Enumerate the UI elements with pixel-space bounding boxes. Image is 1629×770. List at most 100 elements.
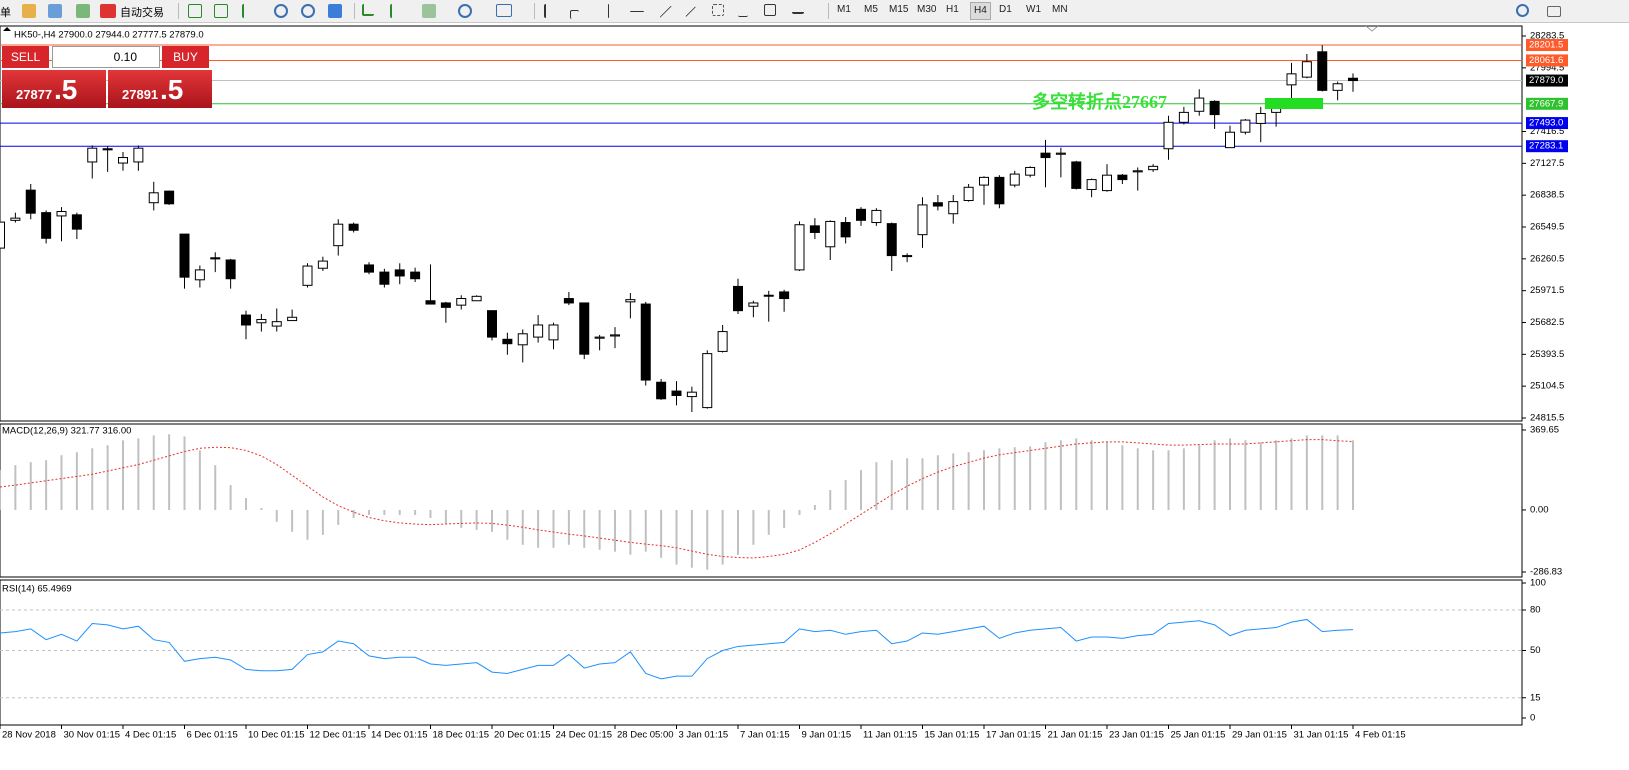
candle-body	[886, 223, 897, 257]
zoom-out[interactable]	[301, 4, 315, 18]
sell-button[interactable]: SELL	[2, 46, 49, 68]
candle-body	[1194, 97, 1205, 112]
candle-body	[809, 225, 820, 233]
level-label: 27493.0	[1529, 118, 1563, 129]
timeframe-button[interactable]: M5	[864, 4, 878, 15]
ask-box[interactable]: 27891.5	[108, 70, 212, 108]
icon[interactable]	[422, 4, 436, 18]
arrows[interactable]	[792, 4, 804, 14]
candle-body	[994, 176, 1005, 205]
candle-body	[1071, 161, 1082, 189]
level-label: 28061.6	[1529, 55, 1563, 66]
vline[interactable]	[608, 4, 610, 18]
candle-body	[794, 224, 805, 271]
auto-trading-icon[interactable]	[100, 4, 116, 18]
lot-input[interactable]: 0.10	[52, 46, 160, 68]
messages[interactable]	[1547, 6, 1561, 17]
candle-body	[194, 269, 205, 281]
candle-body	[425, 300, 436, 305]
candle-body	[671, 390, 682, 396]
symbol-info: HK50-,H4 27900.0 27944.0 27777.5 27879.0	[14, 30, 204, 41]
current-price-tag	[1526, 74, 1568, 87]
candle-body	[133, 147, 144, 163]
timeframe-button[interactable]: H4	[970, 2, 991, 20]
hline[interactable]	[630, 11, 644, 13]
candle-body	[1117, 174, 1128, 181]
icon[interactable]	[390, 4, 402, 18]
candle-body	[364, 264, 374, 273]
candle-body	[579, 302, 590, 355]
menu-fragment: 单	[0, 7, 11, 19]
candle-body	[840, 222, 851, 238]
y-tick-label: -286.83	[1530, 567, 1562, 578]
collapse-icon[interactable]	[3, 27, 11, 31]
crosshair[interactable]	[570, 10, 579, 19]
candle-body	[902, 255, 913, 258]
icon[interactable]	[76, 4, 90, 18]
level-tag	[1526, 54, 1568, 67]
candle-body	[932, 202, 943, 207]
y-tick-label: 24815.5	[1530, 413, 1564, 424]
candle-body	[717, 331, 728, 352]
level-tag	[1526, 117, 1568, 130]
search[interactable]	[1516, 4, 1529, 17]
icon[interactable]	[328, 4, 342, 18]
cursor[interactable]	[544, 4, 554, 18]
icon[interactable]	[48, 4, 62, 18]
candle-body	[317, 260, 328, 269]
icon[interactable]	[362, 4, 374, 16]
bid-box[interactable]: 27877.5	[2, 70, 106, 108]
timeframe-button[interactable]: MN	[1052, 4, 1068, 15]
y-tick-label: 26260.5	[1530, 253, 1564, 264]
candle-body	[10, 217, 21, 221]
candle-body	[1025, 166, 1036, 176]
candle-body	[548, 324, 559, 341]
timeframe-button[interactable]: W1	[1026, 4, 1041, 15]
channel[interactable]	[685, 6, 697, 18]
auto-trading[interactable]: 自动交易	[120, 7, 164, 19]
timeframe-button[interactable]: M15	[889, 4, 909, 15]
candle-body	[1348, 77, 1358, 82]
candle-body	[1009, 173, 1020, 186]
timeframe-button[interactable]: H1	[946, 4, 959, 15]
candle-body	[1225, 131, 1235, 149]
candle-body	[1148, 165, 1159, 171]
buy-button[interactable]: BUY	[162, 46, 209, 68]
candle-body	[256, 318, 267, 324]
timeframe-button[interactable]: M30	[917, 4, 937, 15]
y-tick-label: 26549.5	[1530, 222, 1564, 233]
x-tick-label: 24 Dec 01:15	[556, 730, 613, 741]
icon[interactable]	[22, 4, 36, 18]
x-tick-label: 14 Dec 01:15	[371, 730, 428, 741]
candle-body	[25, 189, 36, 214]
candle-body	[394, 269, 405, 277]
icon[interactable]	[496, 4, 512, 17]
candle-body	[825, 220, 836, 248]
candle-body	[71, 214, 82, 230]
label-tool[interactable]	[764, 4, 776, 16]
candle-body	[164, 190, 175, 205]
y-tick-label: 25971.5	[1530, 285, 1564, 296]
icon[interactable]	[214, 4, 228, 18]
lot-value: 0.10	[113, 50, 137, 64]
y-tick-label: 369.65	[1530, 425, 1559, 436]
y-tick-label: 25104.5	[1530, 381, 1564, 392]
text-tool[interactable]	[738, 4, 748, 17]
fibo[interactable]	[712, 4, 724, 16]
candle-body	[148, 192, 159, 204]
icon[interactable]	[188, 4, 202, 18]
zoom-in[interactable]	[274, 4, 288, 18]
chart-area: HK50-,H4 27900.0 27944.0 27777.5 27879.0…	[0, 25, 1568, 741]
timeframe-button[interactable]: M1	[837, 4, 851, 15]
icon[interactable]	[458, 4, 472, 18]
x-tick-label: 18 Dec 01:15	[433, 730, 490, 741]
candle-body	[1301, 61, 1312, 78]
icon[interactable]	[242, 4, 256, 18]
trendline[interactable]	[659, 5, 673, 19]
candle-body	[733, 285, 743, 312]
timeframe-button[interactable]: D1	[999, 4, 1012, 15]
candle-body	[856, 208, 866, 221]
rsi-title: RSI(14) 65.4969	[2, 584, 72, 595]
candle-body	[640, 303, 651, 381]
candle-body	[1102, 174, 1112, 192]
